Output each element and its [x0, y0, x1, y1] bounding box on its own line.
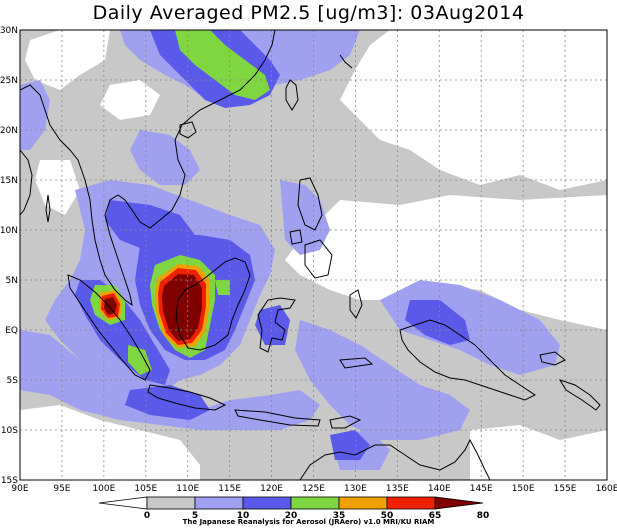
- lon-tick-label: 95E: [53, 484, 70, 494]
- field-level-20-java: [125, 385, 210, 420]
- coast-australia: [299, 438, 491, 480]
- coast-andaman: [45, 194, 51, 223]
- field-level-35-china: [175, 30, 270, 100]
- colorbar-swatch: [194, 496, 244, 510]
- field-level-20-sulawesi: [255, 305, 290, 345]
- field-level-10-seas: [295, 320, 470, 440]
- lat-tick-label: 5S: [7, 376, 19, 386]
- lon-tick-label: 130E: [344, 484, 367, 494]
- colorbar-label: 20: [285, 511, 298, 521]
- colorbar-label: 5: [192, 511, 198, 521]
- field-level-20-gulf: [105, 200, 195, 250]
- coast-mainland: [20, 30, 276, 307]
- coast-newbritain: [539, 351, 566, 366]
- lon-tick-label: 145E: [470, 484, 493, 494]
- map-frame: [19, 29, 608, 481]
- field-clean-china: [25, 30, 110, 90]
- lon-tick-label: 110E: [176, 484, 199, 494]
- colorbar-swatch: [434, 496, 484, 510]
- coast-visayas: [289, 229, 303, 245]
- colorbar-swatch: [338, 496, 388, 510]
- lat-tick-label: EQ: [5, 326, 18, 336]
- lat-tick-label: 30N: [0, 26, 18, 36]
- coast-mindanao: [304, 239, 333, 279]
- field-clean-southeast: [470, 425, 607, 480]
- coast-hainan: [179, 121, 197, 139]
- lat-tick-label: 25N: [0, 76, 18, 86]
- colorbar-swatch: [242, 496, 292, 510]
- colorbar-labels: 0 5 10 20 35 50 65 80: [144, 511, 489, 521]
- coast-sulawesi: [257, 297, 296, 353]
- coast-seram: [339, 357, 374, 369]
- coastlines: [20, 30, 601, 480]
- field-level-10-india: [20, 80, 50, 150]
- lat-tick-label: 15S: [1, 476, 18, 486]
- colorbar-label: 50: [381, 511, 394, 521]
- coast-sunda: [234, 409, 321, 427]
- lat-tick-label: 10N: [0, 226, 18, 236]
- coast-solomon: [558, 379, 601, 411]
- latitude-ticks: 30N 25N 20N 15N 10N 5N EQ 5S 10S 15S: [0, 26, 18, 486]
- field-level-35-sumatra-s: [128, 345, 152, 375]
- field-level-10-philippines: [280, 180, 330, 255]
- lat-tick-label: 10S: [1, 426, 18, 436]
- lon-tick-label: 160E: [596, 484, 617, 494]
- coast-ryukyu: [339, 54, 353, 69]
- field-level-10-indochina: [130, 130, 200, 185]
- coast-java: [147, 384, 227, 411]
- lon-tick-label: 140E: [428, 484, 451, 494]
- colorbar-label: 65: [429, 511, 442, 521]
- data-credit: The Japanese Reanalysis for Aerosol (JRA…: [182, 518, 435, 526]
- colorbar-label: 35: [333, 511, 346, 521]
- field-clean-pacific-north: [340, 30, 607, 190]
- field-clean-china-2: [100, 80, 160, 120]
- field-level-80-borneo: [162, 274, 202, 341]
- field-level-80-sumatra: [104, 297, 117, 315]
- map-title: Daily Averaged PM2.5 [ug/m3]: 03Aug2014: [92, 2, 525, 24]
- coast-borneo: [175, 257, 251, 351]
- coast-sumatra: [67, 274, 151, 381]
- coast-halmahera: [349, 289, 363, 319]
- colorbar-label: 10: [237, 511, 250, 521]
- lon-tick-label: 155E: [554, 484, 577, 494]
- colorbar-label: 0: [144, 511, 150, 521]
- lat-tick-label: 5N: [6, 276, 18, 286]
- colorbar-swatch: [98, 496, 148, 510]
- field-level-35-cape: [215, 280, 230, 295]
- lon-tick-label: 105E: [134, 484, 157, 494]
- coast-luzon: [297, 177, 323, 231]
- grid-lines: [20, 30, 607, 480]
- longitude-ticks: 90E 95E 100E 105E 110E 115E 120E 125E 130E 135E 14…: [11, 484, 617, 494]
- coast-timor: [329, 415, 362, 429]
- lon-tick-label: 100E: [92, 484, 115, 494]
- coast-taiwan: [285, 79, 299, 111]
- lon-tick-label: 135E: [386, 484, 409, 494]
- field-clean-burma: [35, 160, 80, 215]
- colorbar: [98, 496, 484, 510]
- field-level-10-west: [20, 330, 320, 430]
- lat-tick-label: 15N: [0, 176, 18, 186]
- lon-tick-label: 90E: [11, 484, 28, 494]
- colorbar-swatch: [290, 496, 340, 510]
- field-clean-pacific-mid: [285, 195, 607, 330]
- lon-tick-label: 125E: [302, 484, 325, 494]
- coast-india: [20, 149, 33, 216]
- coast-newguinea: [399, 319, 536, 401]
- colorbar-label: 80: [477, 511, 490, 521]
- lon-tick-label: 115E: [218, 484, 241, 494]
- colorbar-swatch: [146, 496, 196, 510]
- lon-tick-label: 150E: [512, 484, 535, 494]
- lat-tick-label: 20N: [0, 126, 18, 136]
- field-clean-south: [20, 405, 200, 480]
- colorbar-swatch: [386, 496, 436, 510]
- lon-tick-label: 120E: [260, 484, 283, 494]
